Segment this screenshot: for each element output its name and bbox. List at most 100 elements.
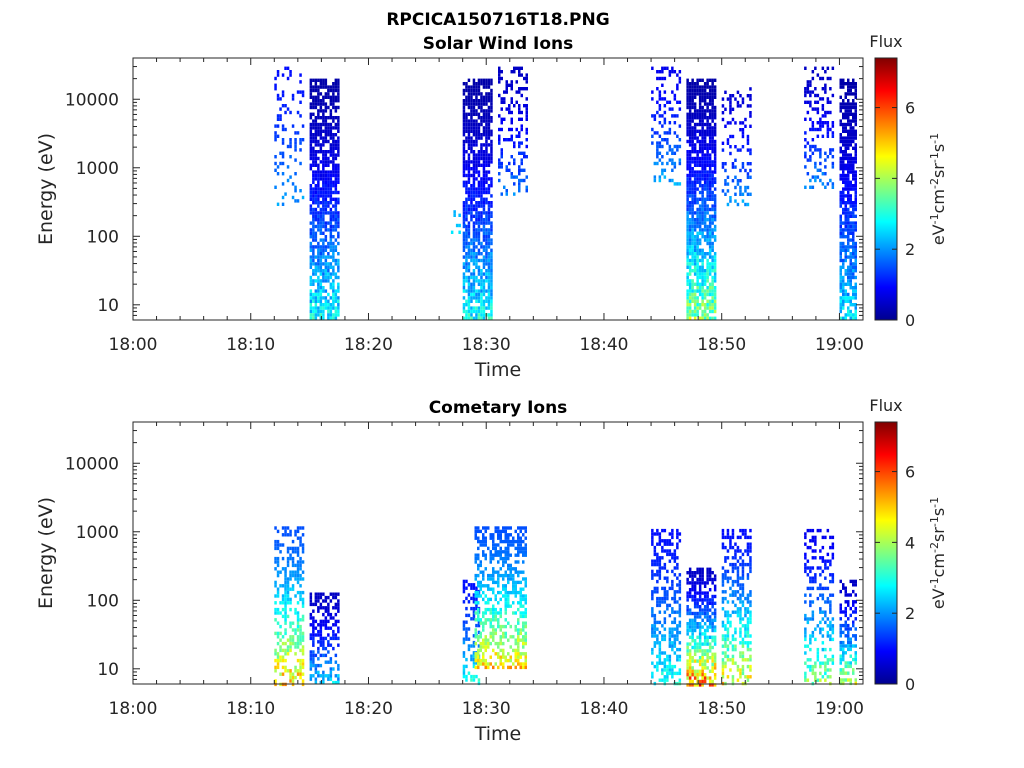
heatmap-cell	[312, 136, 315, 140]
heatmap-cell	[520, 117, 523, 121]
heatmap-cell	[312, 245, 315, 249]
heatmap-cell	[686, 88, 689, 93]
heatmap-cell	[658, 141, 662, 145]
heatmap-cell	[512, 590, 515, 595]
heatmap-cell	[465, 258, 468, 263]
heatmap-cell	[477, 194, 481, 198]
heatmap-cell	[503, 100, 506, 104]
heatmap-cell	[312, 313, 315, 317]
heatmap-cell	[519, 543, 522, 547]
heatmap-cell	[713, 639, 717, 643]
heatmap-cell	[688, 180, 692, 184]
heatmap-cell	[686, 245, 689, 249]
heatmap-cell	[713, 577, 717, 582]
heatmap-cell	[703, 102, 707, 106]
heatmap-cell	[736, 559, 740, 563]
heatmap-cell	[504, 611, 507, 615]
heatmap-cell	[487, 163, 491, 167]
heatmap-cell	[713, 683, 717, 687]
heatmap-cell	[274, 658, 277, 663]
heatmap-cell	[711, 235, 714, 239]
heatmap-cell	[482, 641, 485, 646]
heatmap-cell	[809, 80, 812, 84]
heatmap-cell	[309, 139, 313, 144]
heatmap-cell	[487, 638, 490, 642]
heatmap-cell	[470, 292, 473, 297]
heatmap-cell	[673, 637, 677, 642]
heatmap-cell	[839, 272, 842, 276]
heatmap-cell	[826, 182, 830, 186]
heatmap-cell	[693, 262, 697, 266]
heatmap-cell	[487, 238, 491, 242]
heatmap-cell	[686, 92, 689, 96]
heatmap-cell	[706, 163, 709, 167]
heatmap-cell	[701, 683, 704, 687]
heatmap-cell	[524, 580, 527, 585]
heatmap-cell	[513, 158, 516, 162]
heatmap-cell	[317, 122, 320, 127]
heatmap-cell	[691, 207, 694, 212]
heatmap-cell	[708, 245, 712, 249]
heatmap-cell	[494, 618, 497, 622]
heatmap-cell	[666, 141, 669, 145]
heatmap-cell	[698, 207, 702, 212]
heatmap-cell	[703, 584, 707, 588]
heatmap-cell	[467, 303, 471, 307]
heatmap-cell	[668, 148, 672, 152]
heatmap-cell	[281, 594, 285, 598]
heatmap-cell	[477, 553, 480, 557]
heatmap-cell	[319, 272, 323, 276]
heatmap-cell	[517, 638, 520, 642]
heatmap-cell	[482, 170, 486, 174]
heatmap-cell	[698, 170, 702, 174]
heatmap-cell	[520, 66, 523, 70]
heatmap-cell	[309, 204, 313, 208]
heatmap-cell	[274, 556, 277, 561]
heatmap-cell	[284, 648, 287, 653]
heatmap-cell	[498, 76, 501, 81]
heatmap-cell	[472, 88, 476, 93]
heatmap-cell	[693, 211, 697, 215]
heatmap-cell	[509, 655, 512, 659]
heatmap-cell	[698, 116, 702, 120]
heatmap-cell	[524, 655, 527, 659]
heatmap-cell	[688, 574, 692, 578]
heatmap-cell	[470, 143, 473, 147]
heatmap-cell	[701, 143, 704, 147]
heatmap-cell	[696, 635, 699, 639]
heatmap-cell	[517, 580, 520, 585]
heatmap-cell	[721, 637, 725, 642]
heatmap-cell	[711, 88, 714, 93]
heatmap-cell	[470, 286, 473, 290]
heatmap-cell	[852, 177, 855, 181]
heatmap-cell	[713, 601, 717, 605]
heatmap-cell	[517, 645, 520, 649]
heatmap-cell	[706, 611, 709, 616]
heatmap-cell	[658, 542, 662, 546]
heatmap-cell	[497, 590, 500, 595]
heatmap-cell	[739, 593, 742, 597]
heatmap-cell	[703, 673, 707, 677]
heatmap-cell	[472, 207, 476, 212]
heatmap-cell	[847, 309, 850, 314]
heatmap-cell	[847, 235, 850, 239]
heatmap-cell	[482, 621, 485, 625]
heatmap-cell	[291, 675, 295, 680]
heatmap-cell	[671, 610, 674, 614]
heatmap-cell	[749, 162, 752, 166]
heatmap-cell	[514, 594, 517, 598]
heatmap-cell	[334, 262, 338, 266]
heatmap-cell	[696, 88, 699, 93]
heatmap-cell	[327, 609, 330, 613]
heatmap-cell	[505, 90, 508, 94]
heatmap-cell	[696, 85, 699, 89]
heatmap-cell	[294, 628, 297, 632]
heatmap-cell	[337, 289, 340, 293]
heatmap-cell	[334, 680, 338, 685]
heatmap-cell	[849, 228, 852, 232]
heatmap-cell	[484, 618, 487, 622]
heatmap-cell	[847, 306, 850, 310]
heatmap-cell	[322, 606, 325, 610]
heatmap-cell	[688, 177, 692, 181]
heatmap-cell	[322, 623, 325, 627]
